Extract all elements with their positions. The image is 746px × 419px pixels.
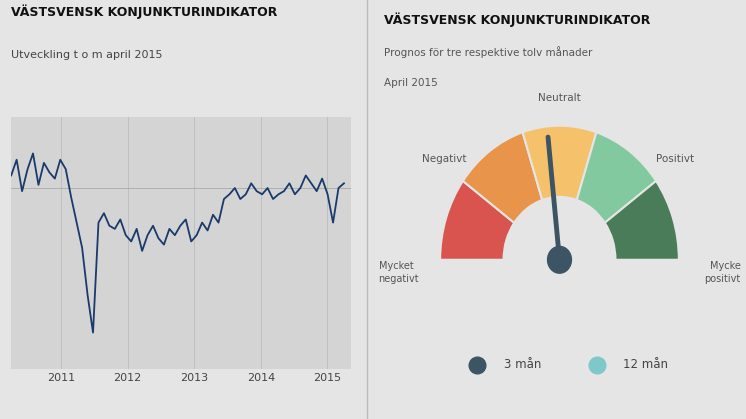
Text: Mycket
negativt: Mycket negativt: [379, 261, 419, 284]
Text: Prognos för tre respektive tolv månader: Prognos för tre respektive tolv månader: [384, 46, 592, 58]
Text: 12 mån: 12 mån: [623, 358, 668, 371]
Text: Neutralt: Neutralt: [538, 93, 581, 103]
Circle shape: [548, 246, 571, 273]
Text: VÄSTSVENSK KONJUNKTURINDIKATOR: VÄSTSVENSK KONJUNKTURINDIKATOR: [384, 13, 651, 27]
Text: VÄSTSVENSK KONJUNKTURINDIKATOR: VÄSTSVENSK KONJUNKTURINDIKATOR: [11, 4, 278, 19]
Text: Positivt: Positivt: [656, 155, 694, 165]
Wedge shape: [523, 126, 596, 200]
Wedge shape: [440, 181, 514, 260]
Text: Utveckling t o m april 2015: Utveckling t o m april 2015: [11, 50, 163, 60]
Text: 3 mån: 3 mån: [504, 358, 541, 371]
Text: April 2015: April 2015: [384, 78, 438, 88]
Wedge shape: [463, 132, 542, 223]
Wedge shape: [605, 181, 679, 260]
Text: Negativt: Negativt: [422, 155, 466, 165]
Text: Mycke
positivt: Mycke positivt: [704, 261, 740, 284]
Wedge shape: [577, 132, 656, 223]
